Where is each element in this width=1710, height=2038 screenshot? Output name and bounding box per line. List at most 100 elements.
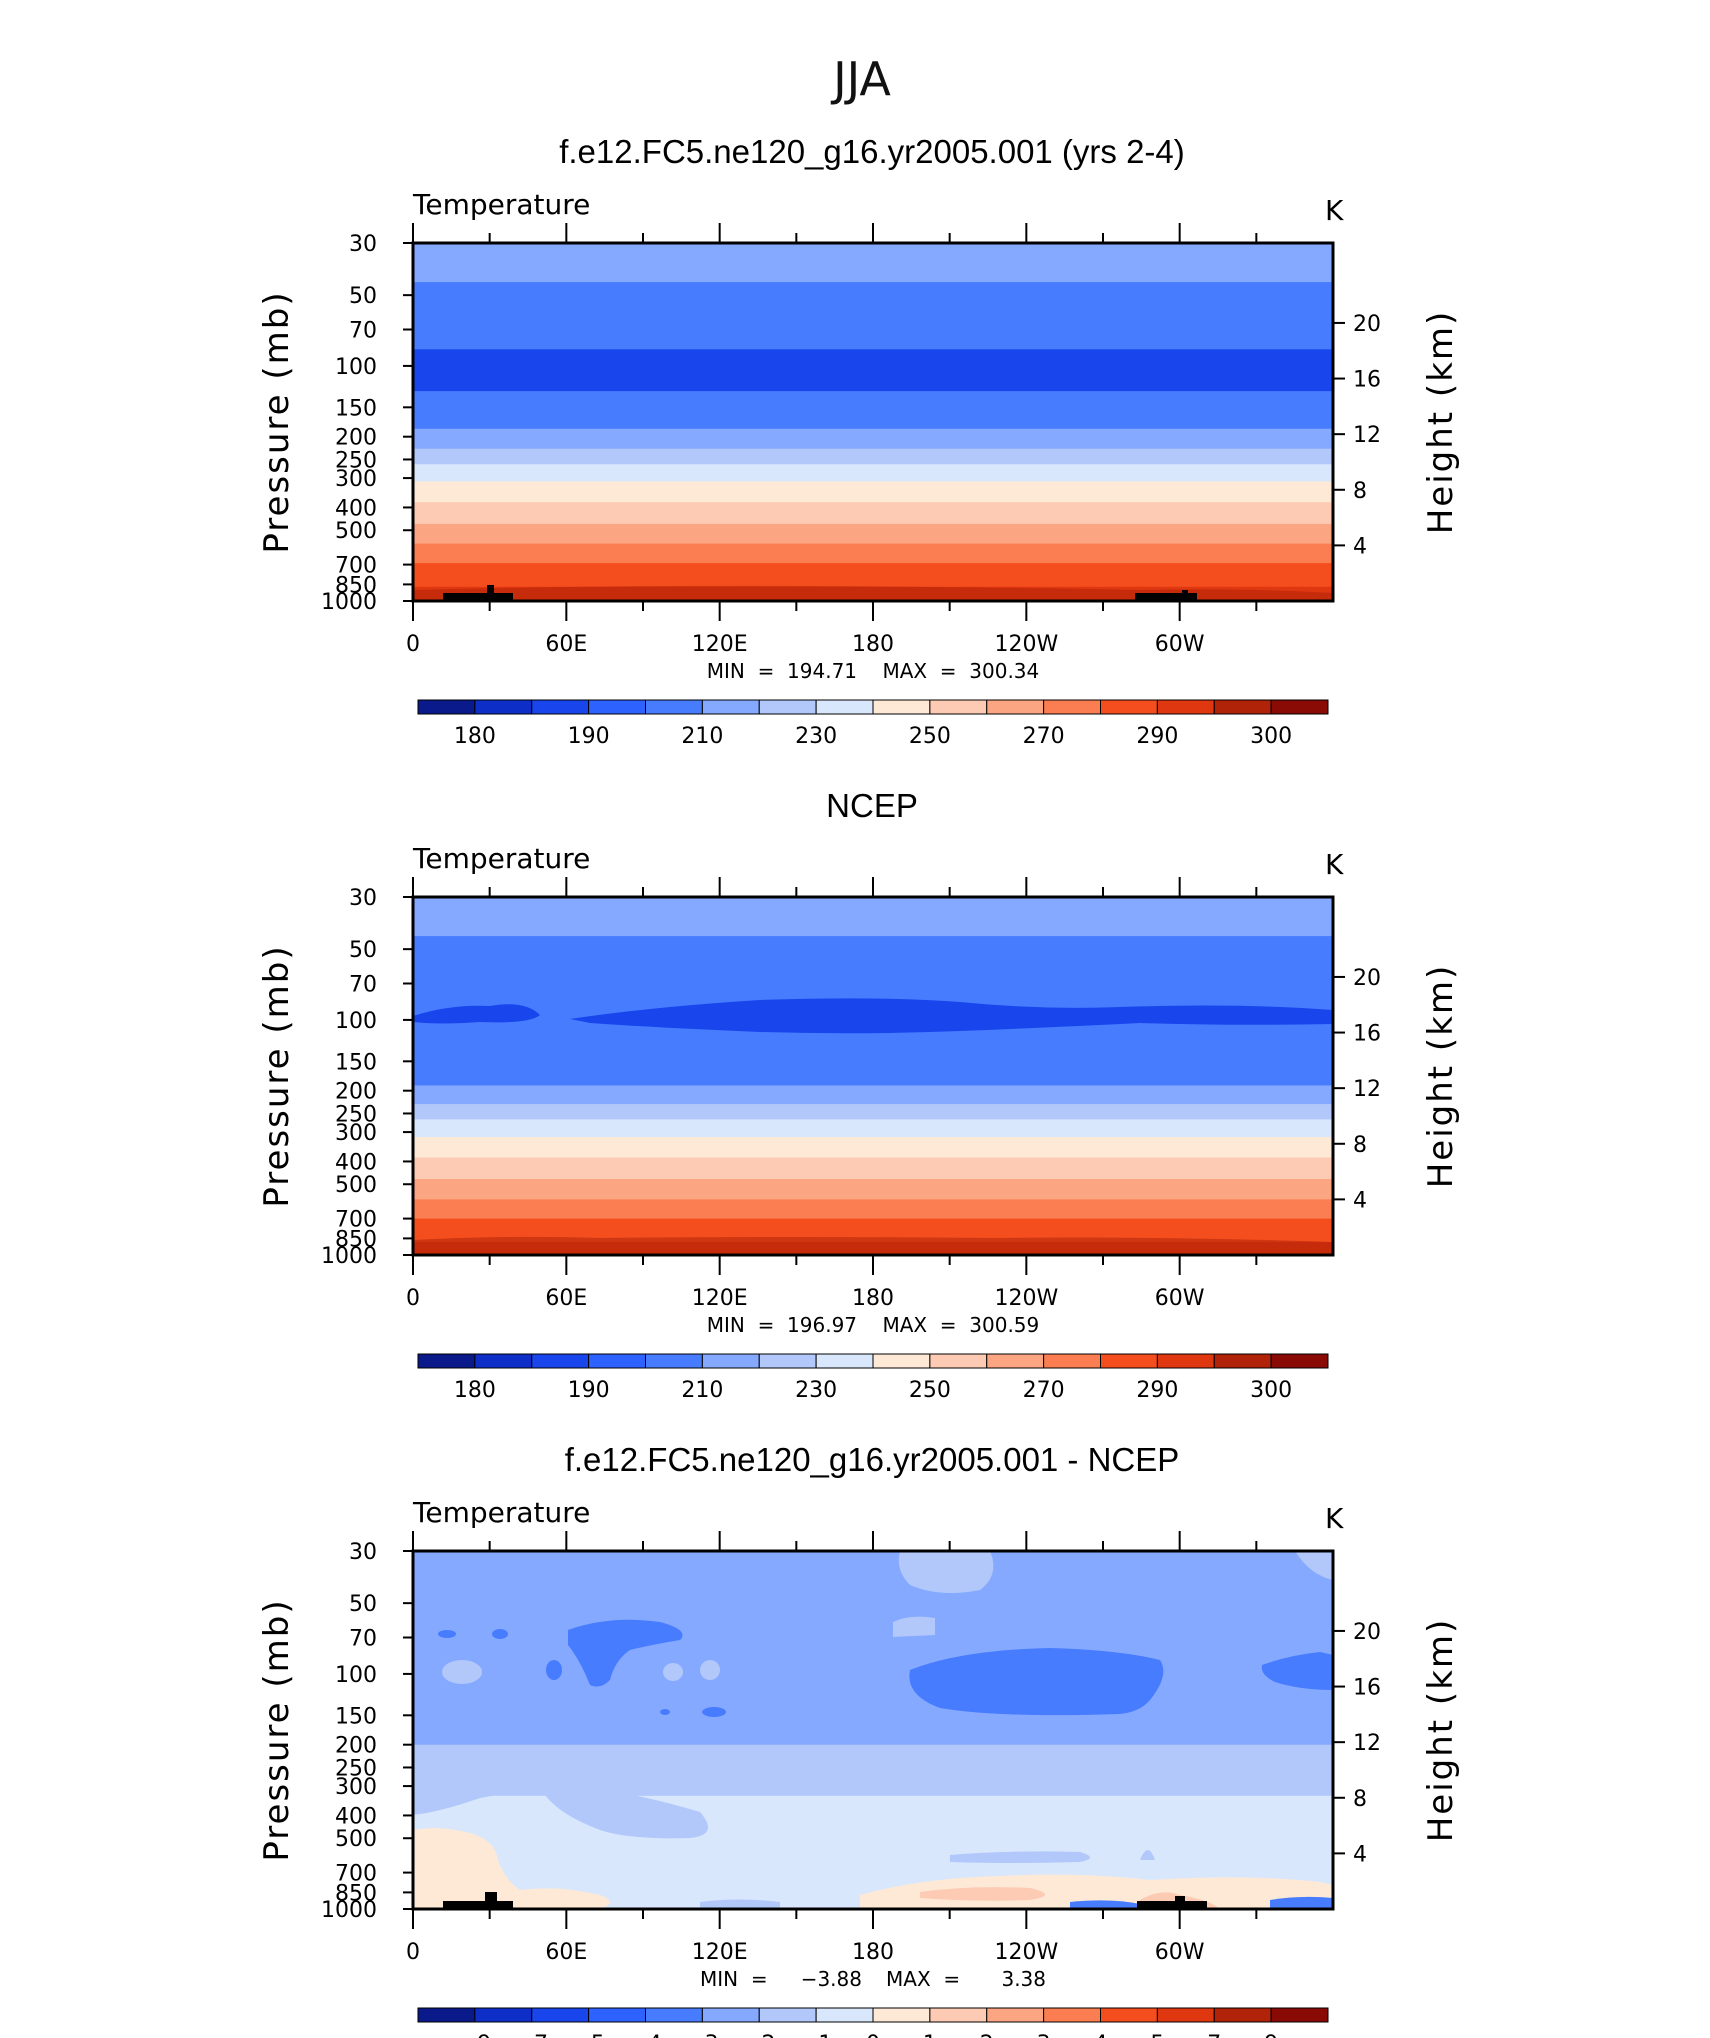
contour-band — [413, 1199, 1333, 1220]
contour-band — [413, 243, 1333, 283]
variable-label: Temperature — [412, 1496, 590, 1529]
y-tick-label-left: 200 — [335, 1080, 377, 1105]
colorbar-swatch — [1213, 2007, 1272, 2023]
y-tick-label-right: 8 — [1353, 1787, 1367, 1812]
contour-band — [413, 1157, 1333, 1180]
panel-model: f.e12.FC5.ne120_g16.yr2005.001 (yrs 2-4)… — [257, 133, 1461, 749]
contour-region — [413, 1760, 708, 1839]
colorbar-swatch — [929, 1353, 988, 1369]
colorbar-label: 210 — [681, 1378, 723, 1403]
y-tick-label-left: 700 — [335, 1862, 377, 1887]
stats-max-label: MAX = — [886, 1967, 960, 1991]
y-tick-label-left: 200 — [335, 1734, 377, 1759]
y-tick-label-left: 50 — [349, 1592, 377, 1617]
contour-band — [413, 563, 1333, 588]
panel-title: NCEP — [826, 787, 918, 824]
colorbar-label: 250 — [909, 724, 951, 749]
y-tick-label-right: 8 — [1353, 479, 1367, 504]
colorbar-label: 230 — [795, 1378, 837, 1403]
contour-region — [700, 1899, 780, 1909]
y-tick-label-left: 150 — [335, 1704, 377, 1729]
contour-band — [413, 448, 1333, 465]
contour-region — [1261, 1652, 1333, 1690]
colorbar-swatch — [417, 699, 476, 715]
topography — [1137, 1901, 1207, 1909]
x-tick-label: 60W — [1155, 632, 1205, 657]
y-tick-label-left: 850 — [335, 1881, 377, 1906]
colorbar-label: 230 — [795, 724, 837, 749]
topography — [443, 1901, 513, 1909]
contour-region — [442, 1660, 482, 1684]
x-tick-label: 0 — [406, 632, 420, 657]
colorbar-label: −2 — [743, 2032, 775, 2038]
topography — [485, 1892, 497, 1902]
contour-band — [413, 464, 1333, 482]
colorbar-swatch — [1100, 1353, 1158, 1369]
colorbar-swatch — [872, 699, 931, 715]
colorbar: 180 190 210 230 250 270 290 300 — [417, 1353, 1329, 1403]
panel-ncep: NCEP Temperature K 305070100150200250300… — [257, 787, 1461, 1403]
colorbar-label: 190 — [568, 724, 610, 749]
y-tick-label-left: 300 — [335, 1121, 377, 1146]
colorbar-swatch — [531, 2007, 590, 2023]
y-tick-label-right: 16 — [1353, 1676, 1381, 1701]
y-tick-label-right: 12 — [1353, 1731, 1381, 1756]
colorbar-label: 190 — [568, 1378, 610, 1403]
colorbar-swatch — [1043, 1353, 1101, 1369]
y-axis-label-left: Pressure (mb) — [257, 1598, 297, 1861]
colorbar-swatch — [815, 699, 874, 715]
y-tick-label-left: 30 — [349, 232, 377, 257]
contour-region — [546, 1660, 562, 1680]
y-tick-label-left: 850 — [335, 573, 377, 598]
x-tick-label: 180 — [852, 1940, 894, 1965]
colorbar-swatch — [1043, 2007, 1101, 2023]
y-tick-label-left: 100 — [335, 1009, 377, 1034]
stats-min-value: −3.88 — [801, 1967, 862, 1991]
contour-region — [413, 1828, 610, 1909]
contour-band — [413, 897, 1333, 937]
colorbar-swatch — [474, 699, 533, 715]
colorbar-swatch — [645, 699, 703, 715]
plot-area — [413, 1551, 1333, 1909]
y-tick-label-left: 70 — [349, 319, 377, 344]
contour-region — [438, 1630, 456, 1638]
colorbar-swatch — [1270, 2007, 1329, 2023]
contour-band — [413, 1104, 1333, 1120]
y-tick-label-right: 20 — [1353, 312, 1381, 337]
contour-band — [413, 349, 1333, 392]
contour-region — [413, 1236, 1333, 1255]
y-tick-label-left: 850 — [335, 1227, 377, 1252]
colorbar-label: 290 — [1136, 1378, 1178, 1403]
colorbar-label: 270 — [1023, 1378, 1065, 1403]
y-tick-label-left: 250 — [335, 448, 377, 473]
contour-band — [413, 523, 1333, 545]
y-tick-label-right: 16 — [1353, 1022, 1381, 1047]
colorbar-swatch — [758, 2007, 817, 2023]
colorbar-swatch — [701, 1353, 760, 1369]
colorbar-label: 180 — [454, 1378, 496, 1403]
y-axis-label-left: Pressure (mb) — [257, 290, 297, 553]
colorbar-label: 5 — [1150, 2032, 1164, 2038]
contour-region — [413, 585, 1333, 601]
y-tick-label-right: 4 — [1353, 1842, 1367, 1867]
colorbar-swatch — [986, 2007, 1045, 2023]
colorbar-label: −1 — [800, 2032, 832, 2038]
contour-layers — [413, 243, 1333, 601]
colorbar-swatch — [588, 1353, 646, 1369]
y-tick-label-right: 4 — [1353, 534, 1367, 559]
contour-band — [413, 1137, 1333, 1159]
contour-band — [413, 543, 1333, 564]
y-axis-label-right: Height (km) — [1421, 1618, 1461, 1843]
y-tick-label-right: 20 — [1353, 966, 1381, 991]
contour-region — [1270, 1896, 1333, 1909]
colorbar-swatch — [417, 1353, 476, 1369]
colorbar: 180 190 210 230 250 270 290 300 — [417, 699, 1329, 749]
colorbar-swatch — [1270, 1353, 1329, 1369]
y-tick-label-right: 16 — [1353, 368, 1381, 393]
contour-band — [413, 391, 1333, 430]
y-tick-label-right: 12 — [1353, 1077, 1381, 1102]
contour-region — [920, 1887, 1045, 1901]
colorbar-swatch — [1100, 2007, 1158, 2023]
x-tick-label: 120W — [994, 1940, 1058, 1965]
contour-region — [1295, 1551, 1333, 1580]
